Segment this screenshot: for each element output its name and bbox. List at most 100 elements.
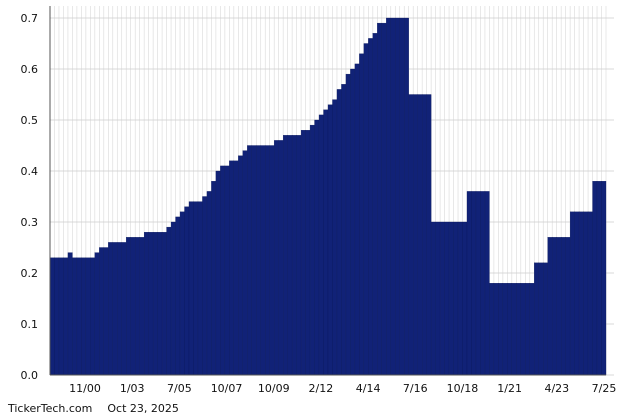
bar — [457, 221, 463, 376]
x-tick-label: 2/12 — [309, 382, 334, 395]
bar — [291, 135, 297, 376]
bar — [152, 232, 158, 376]
bar — [507, 283, 512, 376]
bar — [372, 33, 378, 376]
bar — [350, 68, 356, 376]
bar — [516, 283, 521, 376]
bar — [408, 94, 414, 376]
y-tick-label: 0.5 — [21, 114, 39, 127]
bar — [493, 283, 499, 376]
bar — [135, 237, 140, 376]
bar — [489, 283, 495, 376]
bar — [538, 262, 544, 376]
bar — [332, 99, 338, 376]
bar — [85, 257, 91, 376]
x-tick-label: 4/14 — [356, 382, 381, 395]
y-tick-label: 0.2 — [21, 267, 39, 280]
bar — [386, 17, 391, 376]
x-tick-label: 1/03 — [120, 382, 145, 395]
bar — [462, 221, 468, 376]
bar — [368, 38, 373, 376]
bar — [81, 257, 87, 376]
bar — [202, 196, 208, 376]
bar — [592, 181, 598, 376]
bar — [99, 247, 104, 376]
bar — [422, 94, 427, 376]
bar — [117, 242, 122, 376]
bar — [543, 262, 548, 376]
bar — [552, 237, 557, 376]
bar — [94, 252, 100, 376]
bar — [215, 170, 221, 376]
bar — [103, 247, 109, 376]
bar — [179, 211, 185, 376]
bar — [175, 216, 181, 376]
bar — [417, 94, 423, 376]
bar — [520, 283, 526, 376]
bar — [166, 226, 172, 376]
bar — [72, 257, 78, 376]
bar — [256, 145, 261, 376]
bar — [484, 191, 490, 376]
bar — [265, 145, 270, 376]
bar — [583, 211, 589, 376]
x-tick-label: 11/00 — [69, 382, 101, 395]
bar — [444, 221, 450, 376]
bar — [67, 252, 73, 376]
bar — [287, 135, 293, 376]
bar — [130, 237, 136, 376]
chart-axes — [49, 6, 606, 376]
bar — [238, 155, 243, 376]
bar — [76, 257, 82, 376]
bar — [547, 237, 553, 376]
bar — [251, 145, 257, 376]
bar — [139, 237, 145, 376]
bar — [233, 160, 239, 376]
bar — [529, 283, 535, 376]
bar — [448, 221, 454, 376]
bar — [224, 165, 230, 376]
bar — [144, 232, 149, 376]
bar — [283, 135, 288, 376]
bar — [426, 94, 432, 376]
bar — [161, 232, 167, 376]
bar — [561, 237, 566, 376]
x-tick-label: 10/18 — [447, 382, 479, 395]
bar — [323, 109, 329, 376]
bar — [569, 211, 575, 376]
bar — [148, 232, 154, 376]
bar — [565, 237, 571, 376]
bar — [359, 53, 365, 376]
y-tick-label: 0.6 — [21, 63, 39, 76]
y-tick-label: 0.3 — [21, 216, 39, 229]
bar — [587, 211, 593, 376]
bar — [206, 191, 212, 376]
y-tick-label: 0.4 — [21, 165, 39, 178]
bar — [49, 257, 55, 376]
bar — [466, 191, 472, 376]
bar — [305, 130, 311, 376]
bar — [399, 17, 405, 376]
bar — [601, 181, 607, 376]
bar — [377, 22, 382, 376]
y-axis-tick-labels: 0.0 0.1 0.2 0.3 0.4 0.5 0.6 0.7 — [21, 12, 39, 382]
x-tick-label: 10/09 — [258, 382, 290, 395]
chart-date: Oct 23, 2025 — [107, 402, 179, 415]
bar — [439, 221, 445, 376]
bar — [278, 140, 284, 376]
bar — [574, 211, 580, 376]
bar — [534, 262, 539, 376]
bar — [242, 150, 248, 376]
bar — [184, 206, 190, 376]
bar — [413, 94, 418, 376]
bar — [274, 140, 279, 376]
bar — [193, 201, 199, 376]
y-tick-label: 0.1 — [21, 318, 39, 331]
bar — [480, 191, 486, 376]
bar — [430, 221, 436, 376]
bar — [511, 283, 517, 376]
bar — [354, 63, 360, 376]
bar — [525, 283, 530, 376]
bar — [260, 145, 266, 376]
bar — [381, 22, 387, 376]
